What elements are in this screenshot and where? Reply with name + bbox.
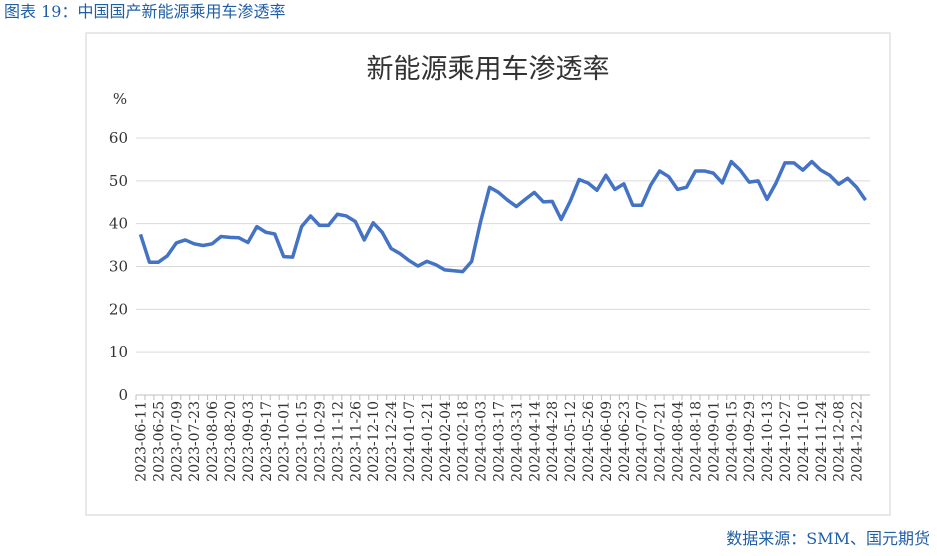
x-tick-label: 2024-05-12 <box>563 401 579 482</box>
x-tick-label: 2023-11-26 <box>348 401 364 482</box>
x-tick-label: 2024-11-10 <box>796 401 812 482</box>
y-tick-label: 20 <box>109 300 128 318</box>
x-tick-label: 2023-10-29 <box>313 401 329 482</box>
y-tick-label: 60 <box>109 129 128 147</box>
source-note: 数据来源：SMM、国元期货 <box>726 529 930 548</box>
x-tick-label: 2024-09-01 <box>706 401 722 482</box>
y-tick-label: 0 <box>118 386 128 404</box>
x-tick-label: 2024-04-28 <box>545 401 561 482</box>
x-tick-label: 2024-05-26 <box>581 401 597 482</box>
x-tick-label: 2023-09-03 <box>241 401 257 482</box>
x-tick-label: 2023-12-24 <box>384 401 400 482</box>
x-tick-label: 2024-06-09 <box>599 401 615 482</box>
y-tick-label: 40 <box>109 215 128 233</box>
line-series <box>138 159 867 274</box>
x-tick-label: 2023-06-25 <box>151 401 167 482</box>
x-tick-label: 2024-02-18 <box>456 401 472 482</box>
x-tick-label: 2024-03-17 <box>492 401 508 482</box>
x-tick-label: 2023-12-10 <box>366 401 382 482</box>
x-tick-label: 2024-09-15 <box>724 401 740 482</box>
x-tick-label: 2023-10-01 <box>277 401 293 482</box>
x-tick-label: 2024-02-04 <box>438 401 454 482</box>
x-tick-label: 2024-06-23 <box>617 401 633 482</box>
x-tick-label: 2024-12-22 <box>850 401 866 482</box>
x-tick-label: 2023-07-09 <box>169 401 185 482</box>
x-tick-label: 2024-11-24 <box>814 401 830 482</box>
x-tick-label: 2024-03-03 <box>474 401 490 482</box>
x-tick-label: 2024-01-21 <box>420 401 436 482</box>
x-tick-label: 2024-09-29 <box>742 401 758 482</box>
chart-title: 新能源乘用车渗透率 <box>367 54 610 85</box>
x-tick-label: 2023-07-23 <box>187 401 203 482</box>
chart-frame <box>85 32 891 516</box>
y-tick-label: 50 <box>109 172 128 190</box>
x-tick-label: 2024-12-08 <box>832 401 848 482</box>
x-tick-label: 2024-08-04 <box>671 401 687 482</box>
x-tick-label: 2024-04-14 <box>527 401 543 482</box>
x-tick-label: 2024-08-18 <box>688 401 704 482</box>
x-tick-label: 2024-10-13 <box>760 401 776 482</box>
y-tick-label: 10 <box>109 343 128 361</box>
y-tick-label: 30 <box>109 258 128 276</box>
x-tick-label: 2023-09-17 <box>259 401 275 482</box>
x-tick-label: 2024-10-27 <box>778 401 794 482</box>
x-tick-label: 2024-07-07 <box>635 401 651 482</box>
x-tick-label: 2024-03-31 <box>509 401 525 482</box>
y-axis-label: % <box>113 90 127 108</box>
figure-header: 图表 19：中国国产新能源乘用车渗透率 <box>4 2 285 21</box>
x-tick-label: 2023-06-11 <box>133 401 149 482</box>
x-tick-label: 2024-07-21 <box>653 401 669 482</box>
x-tick-label: 2023-08-06 <box>205 401 221 482</box>
x-tick-label: 2023-08-20 <box>223 401 239 482</box>
x-tick-label: 2023-10-15 <box>295 401 311 482</box>
x-tick-label: 2024-01-07 <box>402 401 418 482</box>
x-tick-label: 2023-11-12 <box>330 401 346 482</box>
